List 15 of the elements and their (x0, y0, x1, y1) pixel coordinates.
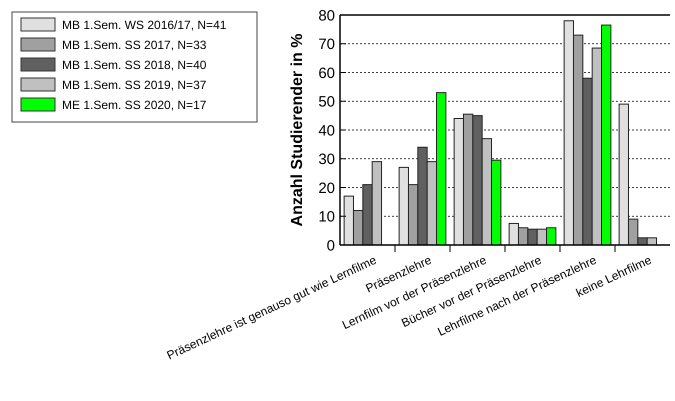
y-tick-label: 0 (326, 237, 335, 254)
y-tick-label: 50 (318, 94, 335, 110)
legend-label: MB 1.Sem. SS 2018, N=40 (62, 58, 207, 72)
y-tick-label: 20 (318, 180, 335, 197)
y-tick-label: 70 (318, 36, 335, 53)
y-tick-label: 30 (318, 151, 335, 168)
legend-label: MB 1.Sem. WS 2016/17, N=41 (62, 18, 227, 32)
legend-label: MB 1.Sem. SS 2017, N=33 (62, 38, 207, 52)
legend-label: ME 1.Sem. SS 2020, N=17 (62, 98, 207, 112)
y-axis-title: Anzahl Studierender in % (289, 34, 306, 226)
y-tick-label: 10 (318, 208, 335, 226)
y-tick-label: 60 (318, 64, 335, 82)
y-tick-label: 40 (318, 122, 335, 140)
legend-label: MB 1.Sem. SS 2019, N=37 (62, 78, 207, 92)
y-tick-label: 80 (318, 7, 335, 24)
